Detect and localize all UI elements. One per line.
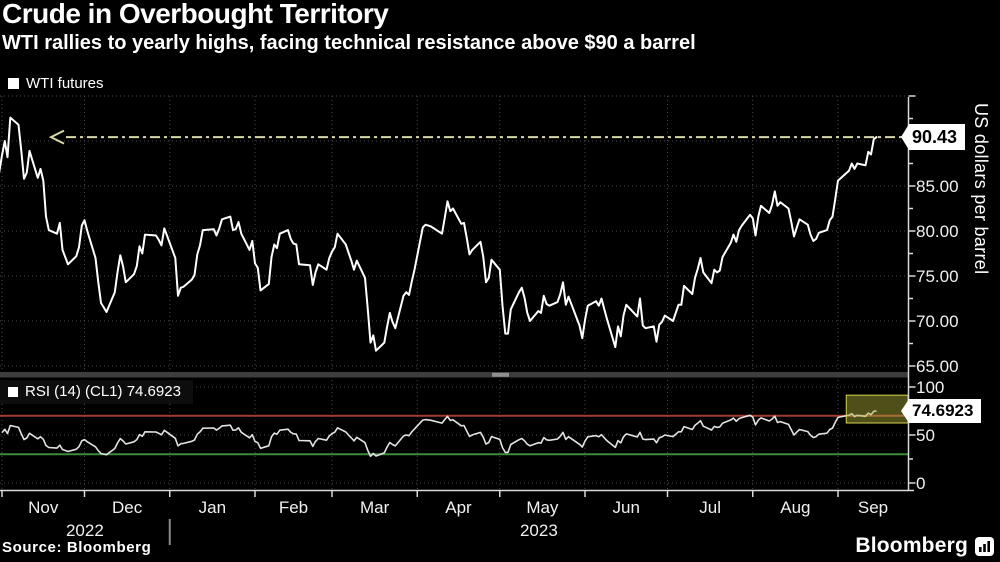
resistance-arrow-icon	[48, 129, 65, 145]
rsi-tick-label: 100	[916, 378, 944, 397]
month-label: Jul	[699, 498, 721, 517]
legend-rsi: RSI (14) (CL1) 74.6923	[0, 380, 193, 404]
month-label: Apr	[445, 498, 472, 517]
axes-layer	[0, 95, 916, 497]
overbought-highlight-box	[845, 394, 909, 424]
month-label: May	[526, 498, 559, 517]
price-tick-label: 75.00	[916, 267, 959, 286]
y-axis-title: US dollars per barrel	[971, 103, 991, 275]
price-tick-label: 85.00	[916, 177, 959, 196]
month-label: Mar	[360, 498, 390, 517]
rsi-tick-label: 0	[916, 474, 925, 493]
bloomberg-wordmark: Bloomberg	[855, 534, 968, 557]
month-label: Jun	[613, 498, 640, 517]
price-tick-label: 65.00	[916, 357, 959, 376]
legend-square-icon	[8, 78, 19, 89]
rsi-series-line	[1, 410, 877, 458]
legend-square-icon	[8, 386, 18, 397]
panel-separator-scrollbar	[0, 372, 908, 378]
month-label: Sep	[858, 498, 888, 517]
last-price-badge: 90.43	[900, 124, 966, 150]
rsi-tick-label: 50	[916, 426, 935, 445]
price-tick-label: 70.00	[916, 312, 959, 331]
legend-wti-label: WTI futures	[26, 75, 104, 92]
month-label: Nov	[28, 498, 59, 517]
rsi-value-badge: 74.6923	[900, 399, 982, 423]
month-label: Jan	[199, 498, 226, 517]
page-title: Crude in Overbought Territory	[2, 0, 389, 29]
price-series-line	[0, 116, 878, 352]
price-tick-label: 80.00	[916, 222, 959, 241]
bloomberg-logo: Bloomberg	[855, 534, 994, 558]
legend-wti-futures: WTI futures	[8, 75, 104, 92]
scrollbar-thumb	[492, 372, 509, 377]
year-label: 2022	[66, 521, 104, 540]
grid-layer	[0, 95, 908, 491]
bloomberg-mark-icon	[975, 536, 994, 556]
source-note: Source: Bloomberg	[2, 539, 152, 556]
page-subtitle: WTI rallies to yearly highs, facing tech…	[2, 32, 696, 54]
legend-rsi-label: RSI (14) (CL1) 74.6923	[25, 383, 181, 400]
month-label: Aug	[780, 498, 810, 517]
year-label: 2023	[520, 521, 558, 540]
month-label: Feb	[279, 498, 308, 517]
month-label: Dec	[112, 498, 143, 517]
